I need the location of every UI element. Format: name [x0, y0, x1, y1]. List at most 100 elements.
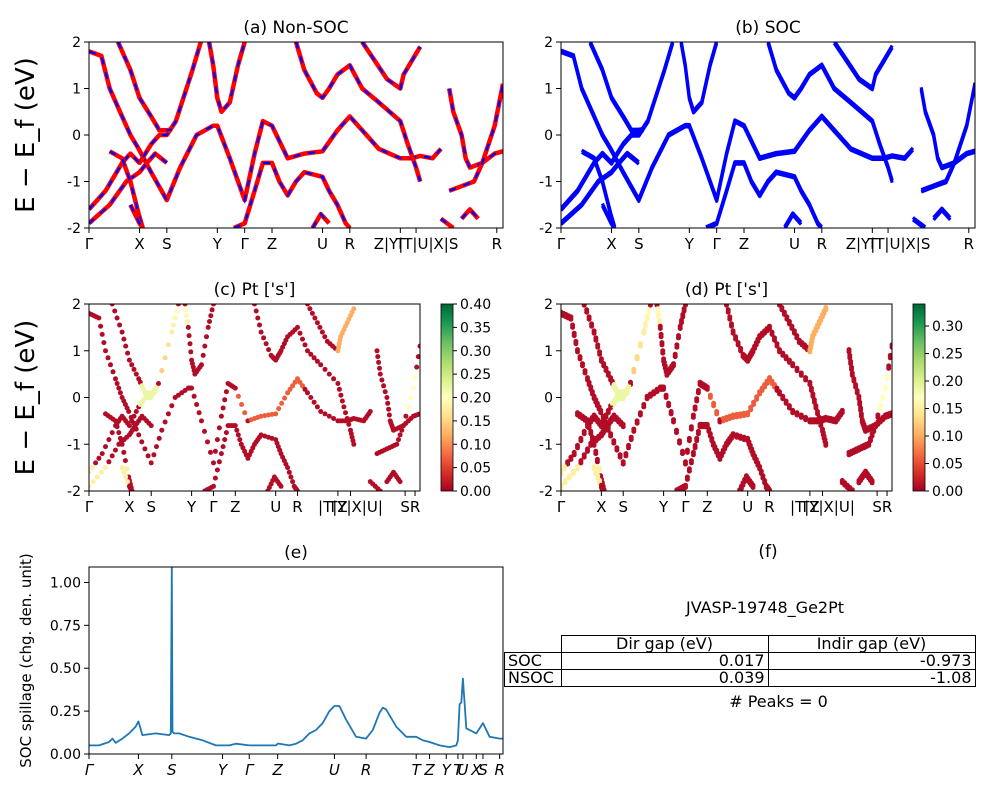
projection-point	[777, 347, 782, 353]
x-tick-label: Y	[658, 498, 669, 516]
band-line-soc	[561, 150, 640, 224]
projection-point	[780, 393, 786, 399]
projection-point	[253, 308, 259, 314]
projection-point	[660, 348, 666, 354]
projection-point	[410, 385, 416, 391]
plot-area	[89, 304, 420, 491]
y-tick-label: 2	[72, 297, 81, 313]
projection-point	[586, 314, 592, 320]
projection-point	[586, 423, 592, 429]
projection-point	[292, 379, 298, 385]
projection-point	[148, 460, 154, 466]
projection-point	[108, 362, 113, 368]
projection-point	[314, 320, 320, 326]
x-tick-label: U	[789, 235, 800, 253]
projection-point	[184, 313, 190, 319]
y-tick-label: 1	[544, 344, 553, 360]
x-tick-label: Y	[684, 235, 695, 253]
projection-point	[808, 385, 814, 391]
projection-point	[680, 448, 685, 454]
projection-point	[823, 440, 829, 446]
y-tick-label: 0	[72, 391, 81, 407]
projection-point	[205, 439, 210, 445]
projection-point	[594, 456, 600, 462]
projection-point	[750, 482, 756, 488]
x-tick-label: Z	[271, 761, 283, 779]
band-line-blue-dashed	[89, 42, 202, 211]
projection-point	[142, 446, 148, 452]
projection-point	[688, 424, 694, 430]
projection-point	[208, 449, 213, 455]
projection-point	[781, 309, 787, 315]
gap-table-header-indir: Indir gap (eV)	[767, 635, 976, 653]
projection-point	[780, 350, 786, 356]
band-line-blue-dashed	[109, 150, 144, 228]
projection-point	[207, 319, 212, 324]
projection-point	[124, 466, 130, 472]
projection-point	[339, 398, 345, 404]
band-line-blue-dashed	[440, 217, 454, 228]
projection-point	[202, 343, 208, 349]
projection-point	[628, 434, 634, 440]
band-line-soc	[705, 160, 823, 228]
projection-point	[794, 333, 800, 339]
projection-point	[367, 409, 373, 414]
projection-point	[126, 423, 132, 429]
projection-point	[714, 409, 720, 414]
projection-point	[666, 400, 672, 406]
gap-table-row-label: SOC	[504, 652, 562, 670]
projection-point	[322, 334, 328, 340]
projection-point	[308, 395, 314, 400]
projection-point	[735, 340, 741, 346]
projection-point	[786, 357, 792, 363]
projection-point	[326, 413, 332, 419]
material-id: JVASP-19748_Ge2Pt	[685, 598, 845, 617]
band-line-soc	[911, 216, 927, 228]
projection-point	[282, 395, 288, 401]
projection-point	[170, 322, 176, 328]
projection-point	[605, 370, 611, 376]
projection-point	[311, 399, 317, 405]
projection-point	[123, 474, 129, 480]
projection-point	[683, 304, 688, 306]
projection-point	[886, 363, 892, 369]
projection-point	[729, 321, 734, 327]
projection-point	[684, 474, 690, 480]
projection-point	[148, 423, 154, 429]
x-tick-label: R	[882, 498, 892, 516]
x-tick-label: S	[162, 235, 172, 253]
projection-point	[562, 478, 568, 483]
y-tick-label: -2	[539, 221, 553, 237]
projection-point	[318, 409, 324, 414]
projection-point	[318, 362, 324, 368]
x-tick-label: TZ	[327, 498, 347, 516]
band-line-soc	[561, 48, 915, 201]
projection-point	[869, 478, 875, 483]
projection-point	[887, 352, 892, 358]
peaks-count: # Peaks = 0	[729, 692, 828, 711]
projection-point	[235, 393, 241, 399]
projection-point	[877, 403, 883, 409]
projection-point	[381, 383, 387, 389]
projection-point	[211, 483, 216, 489]
band-line-blue-dashed	[448, 88, 503, 169]
projection-point	[657, 323, 663, 329]
projection-point	[866, 440, 872, 446]
x-tick-label: Z	[739, 235, 749, 253]
projection-point	[129, 418, 135, 424]
projection-point	[688, 458, 694, 464]
band-line-red	[89, 49, 443, 203]
x-tick-label: Γ	[85, 235, 94, 253]
panel-title: (a) Non-SOC	[243, 18, 348, 38]
projection-point	[597, 478, 603, 483]
projection-point	[386, 412, 392, 418]
projection-point	[412, 375, 418, 381]
projection-point	[377, 365, 382, 371]
projection-point	[300, 336, 305, 342]
projection-point	[810, 391, 816, 397]
projection-point	[322, 411, 328, 417]
projection-point	[588, 428, 594, 434]
projection-point	[202, 428, 207, 434]
gap-table-corner	[505, 636, 562, 653]
projection-point	[341, 404, 347, 410]
